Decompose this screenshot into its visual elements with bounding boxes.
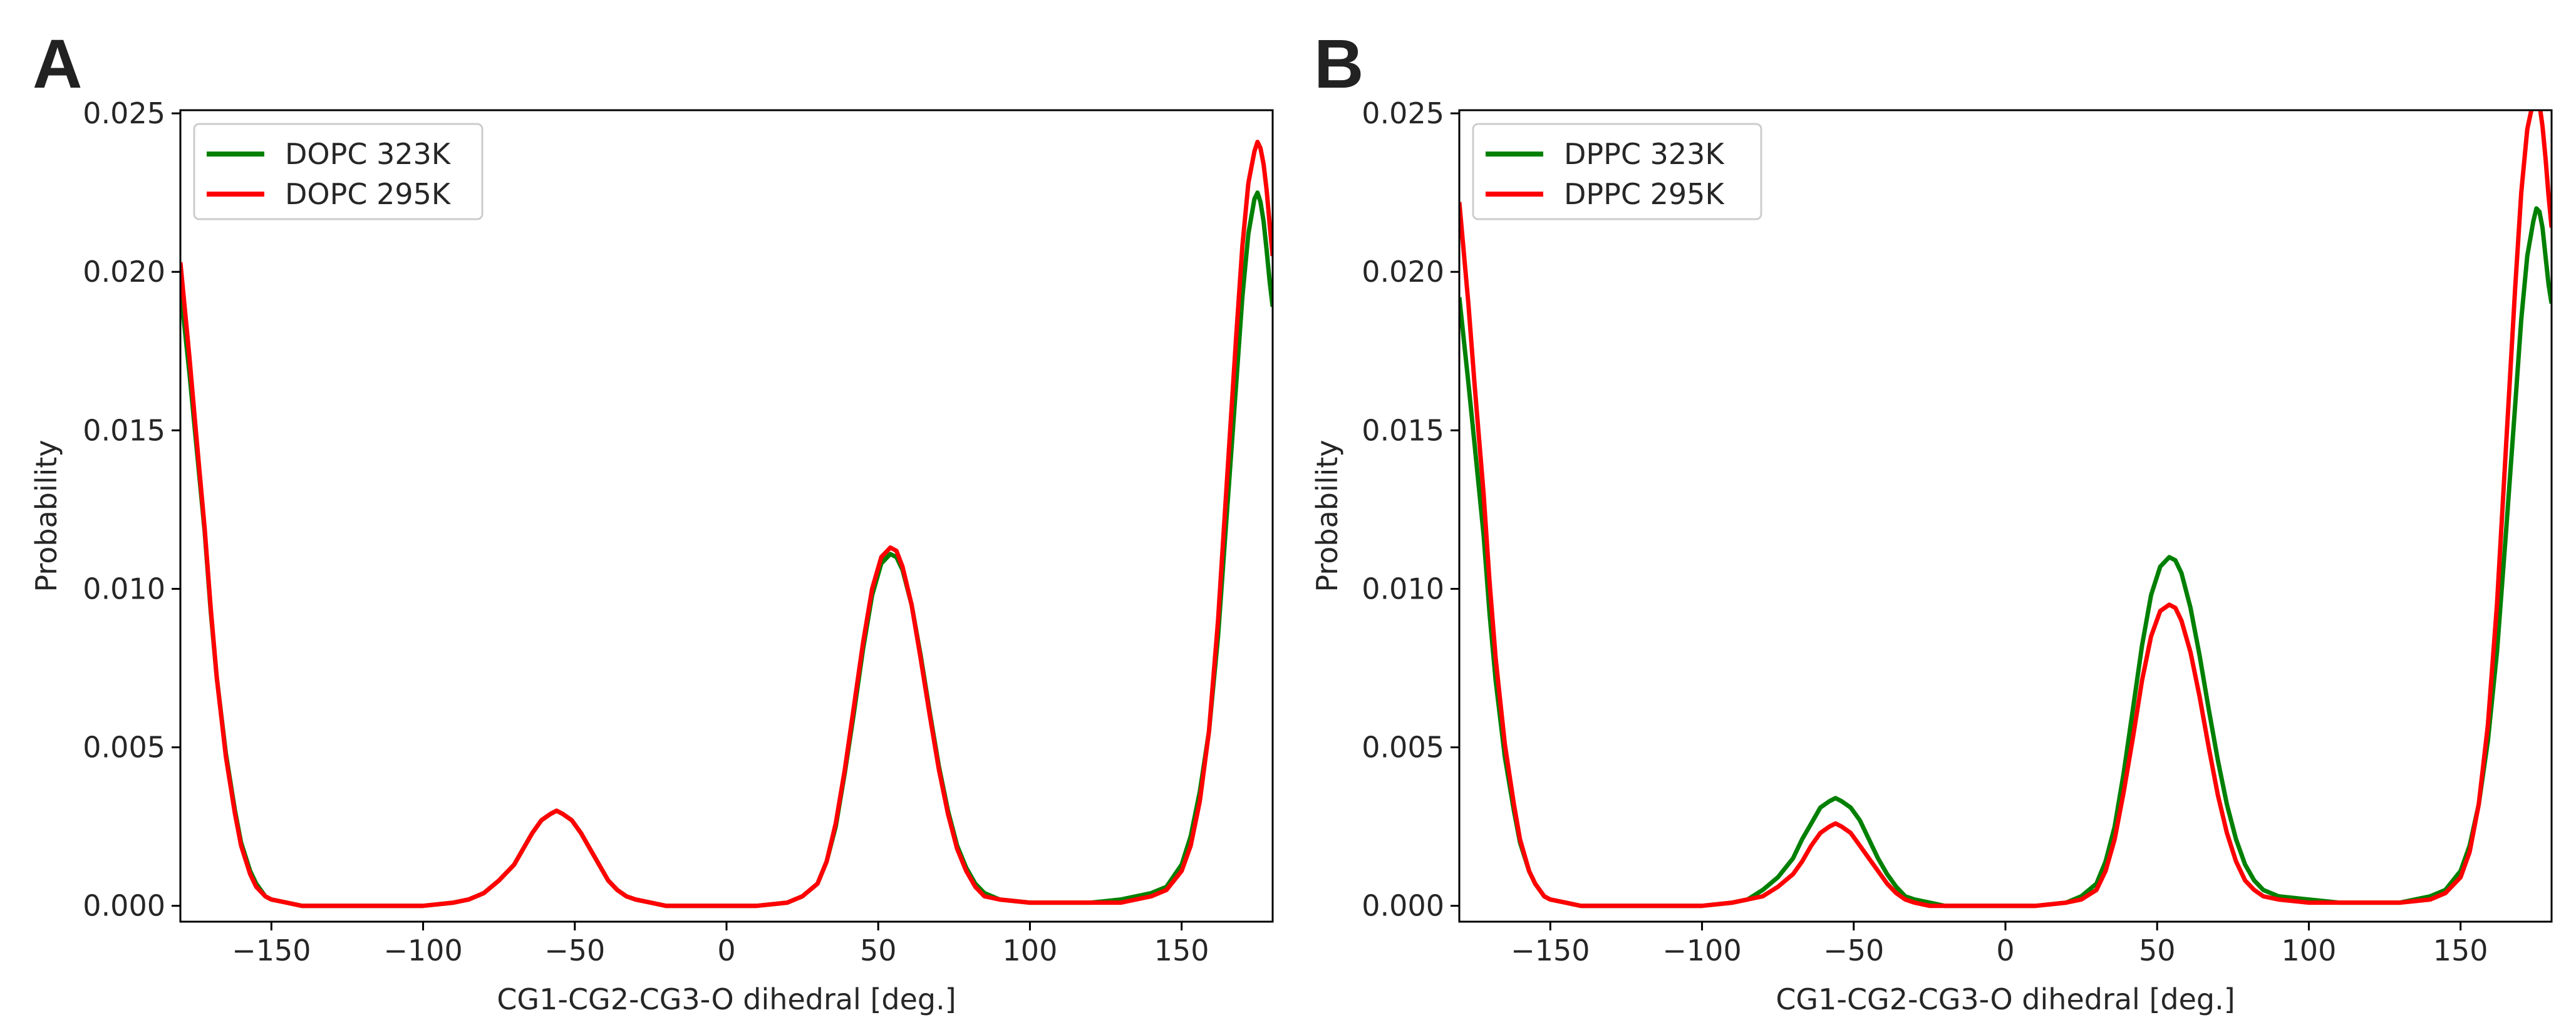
- panel-b-y-tick-label: 0.000: [1362, 889, 1444, 923]
- panel-b: B −150 −100 −50 0 50 100 150 0.000 0.005 0.010 0.0…: [1310, 26, 2553, 1016]
- panel-letter-a: A: [33, 26, 82, 103]
- panel-b-x-tick-label: 150: [2433, 934, 2488, 967]
- panel-b-x-tick-label: 50: [2139, 934, 2176, 967]
- panel-a-axes-frame: [179, 109, 1274, 923]
- panel-a-legend-label: DOPC 323K: [285, 137, 452, 171]
- panel-a-x-tick-label: 0: [717, 934, 735, 967]
- panel-b-x-tick-label: 100: [2282, 934, 2337, 967]
- panel-a-x-tick-label: −150: [232, 934, 311, 967]
- panel-a-y-tick-label: 0.000: [83, 889, 165, 923]
- panel-b-series-dppc-295k-line: [1459, 110, 2552, 909]
- panel-b-y-tick-label: 0.025: [1362, 96, 1444, 130]
- panel-letter-b: B: [1314, 26, 1363, 103]
- panel-b-legend-label: DPPC 323K: [1564, 137, 1725, 171]
- panel-a-x-tick-label: 150: [1154, 934, 1209, 967]
- panel-b-axes-frame: [1458, 109, 2553, 923]
- panel-b-x-tick-label: −50: [1823, 934, 1884, 967]
- panel-a-x-tick-label: 50: [860, 934, 897, 967]
- panel-b-y-tick-label: 0.005: [1362, 731, 1444, 765]
- panel-b-y-axis-label: Probability: [1310, 440, 1344, 592]
- panel-a-x-tick-label: −100: [383, 934, 462, 967]
- panel-a-series: [180, 140, 1273, 909]
- panel-a-series-dopc-323k-line: [180, 190, 1273, 909]
- panel-a-x-tick-label: −50: [544, 934, 605, 967]
- panel-b-y-tick-label: 0.010: [1362, 572, 1444, 605]
- panel-b-x-axis-label: CG1-CG2-CG3-O dihedral [deg.]: [1776, 982, 2235, 1016]
- panel-b-ticks: −150 −100 −50 0 50 100 150 0.000 0.005 0.010 0.015…: [1362, 96, 2488, 967]
- panel-b-series: [1459, 110, 2552, 909]
- panel-a: A −150 −100 −50 0 50 100 150 0.000 0.005 0.010 0.0…: [29, 26, 1274, 1016]
- panel-b-x-tick-label: −100: [1662, 934, 1741, 967]
- panel-a-y-tick-label: 0.010: [83, 572, 165, 605]
- panel-b-series-dppc-323k-line: [1459, 206, 2552, 909]
- panel-a-y-tick-label: 0.015: [83, 413, 165, 447]
- panel-a-series-dopc-295k-line: [180, 140, 1273, 909]
- panel-a-y-axis-label: Probability: [29, 440, 63, 592]
- panel-a-ticks: −150 −100 −50 0 50 100 150 0.000 0.005 0.010 0.015…: [83, 96, 1209, 967]
- panel-b-legend-box: [1472, 123, 1762, 220]
- panel-b-legend-label: DPPC 295K: [1564, 177, 1725, 211]
- panel-a-y-tick-label: 0.025: [83, 96, 165, 130]
- panel-a-x-axis-label: CG1-CG2-CG3-O dihedral [deg.]: [497, 982, 956, 1016]
- panel-a-legend: DOPC 323K DOPC 295K: [193, 123, 484, 220]
- panel-b-legend: DPPC 323K DPPC 295K: [1472, 123, 1762, 220]
- panel-b-x-tick-label: 0: [1996, 934, 2014, 967]
- panel-a-y-tick-label: 0.020: [83, 255, 165, 289]
- panel-a-y-tick-label: 0.005: [83, 731, 165, 765]
- panel-b-y-tick-label: 0.015: [1362, 413, 1444, 447]
- panel-a-legend-box: [193, 123, 484, 220]
- panel-a-x-tick-label: 100: [1003, 934, 1058, 967]
- panel-b-x-tick-label: −150: [1511, 934, 1590, 967]
- panel-b-y-tick-label: 0.020: [1362, 255, 1444, 289]
- panel-a-legend-label: DOPC 295K: [285, 177, 452, 211]
